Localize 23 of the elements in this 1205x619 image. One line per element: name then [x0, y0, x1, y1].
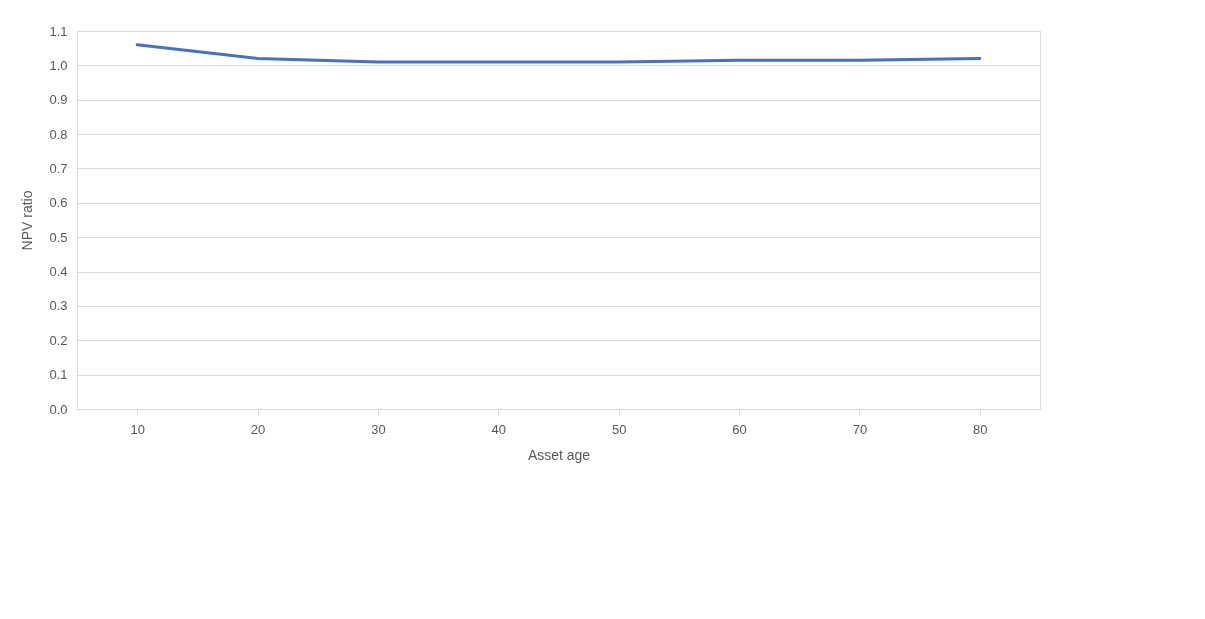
- x-tick-label: 80: [973, 421, 988, 437]
- x-tick-label: 40: [491, 421, 507, 437]
- x-tick-label: 50: [611, 421, 627, 437]
- y-tick-label: 0.3: [49, 298, 68, 314]
- line-series: [135, 43, 982, 64]
- y-tick-label: 0.2: [49, 332, 68, 348]
- x-tick-label: 30: [371, 421, 386, 437]
- y-axis-title: NPV ratio: [19, 190, 36, 251]
- x-tick-label: 70: [852, 421, 868, 437]
- y-tick-label: 1.1: [49, 23, 68, 39]
- y-tick-label: 0.6: [49, 195, 68, 211]
- x-axis-title: Asset age: [527, 446, 591, 463]
- y-tick-label: 0.1: [49, 367, 68, 383]
- y-tick-label: 0.5: [49, 229, 68, 245]
- y-tick-label: 0.8: [49, 126, 68, 142]
- y-tick-label: 1.0: [49, 57, 68, 73]
- y-tick-label: 0.9: [49, 92, 68, 108]
- x-tick-label: 60: [732, 421, 747, 437]
- y-tick-label: 0.7: [49, 160, 68, 176]
- x-tick-label: 10: [130, 421, 145, 437]
- x-tick-label: 20: [250, 421, 266, 437]
- y-tick-label: 0.4: [49, 264, 68, 280]
- y-tick-label: 0.0: [49, 401, 68, 417]
